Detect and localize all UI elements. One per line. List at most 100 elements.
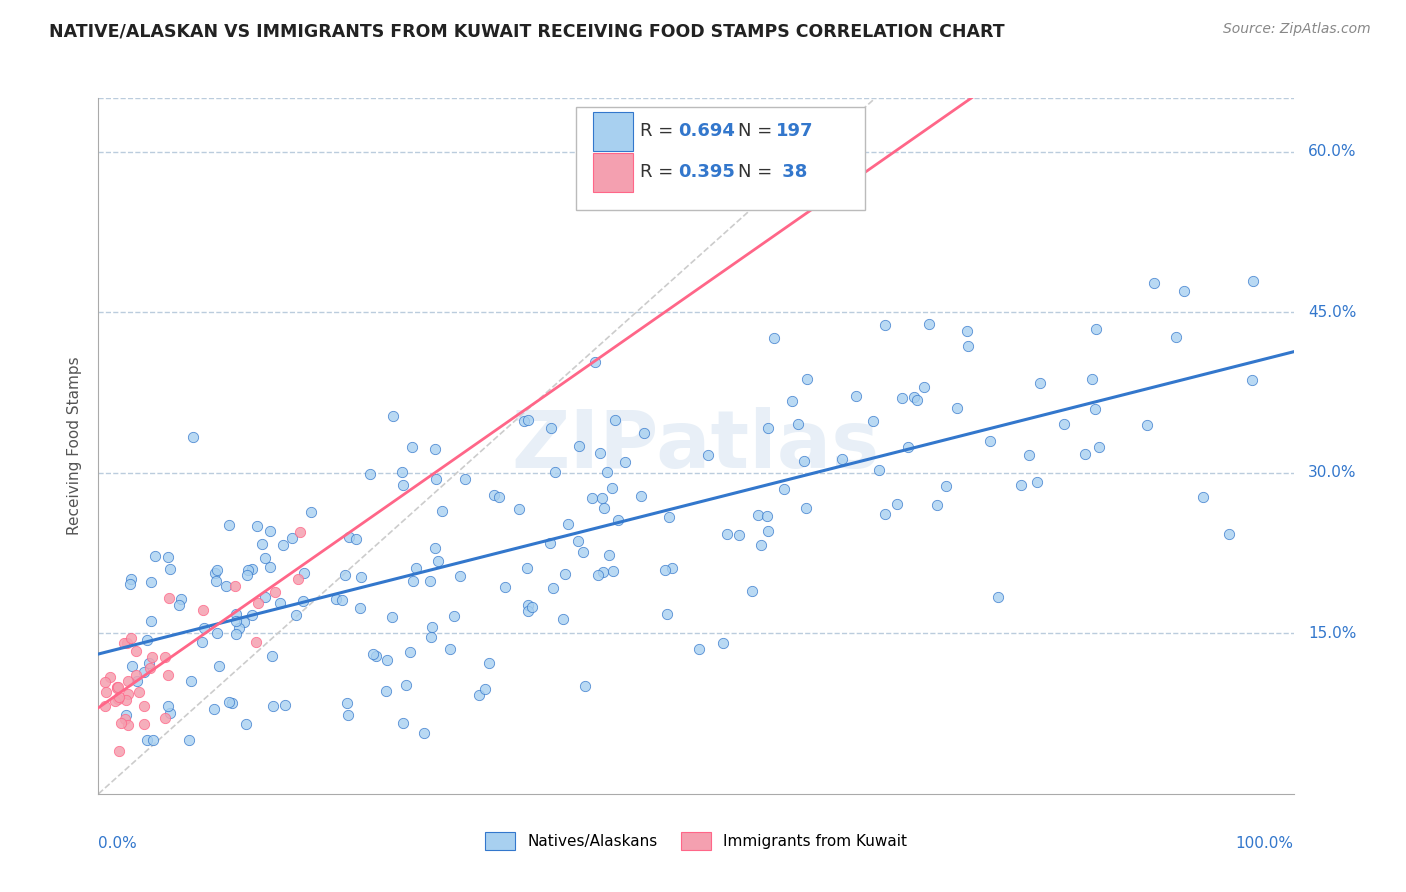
Point [423, 541, 446, 555]
Text: NATIVE/ALASKAN VS IMMIGRANTS FROM KUWAIT RECEIVING FOOD STAMPS CORRELATION CHART: NATIVE/ALASKAN VS IMMIGRANTS FROM KUWAIT… [49, 22, 1005, 40]
Point [654, 564, 676, 578]
Point [1218, 527, 1240, 541]
Point [108, 690, 131, 704]
Point [568, 439, 591, 453]
Point [405, 561, 427, 575]
Point [262, 648, 284, 663]
Point [169, 591, 191, 606]
Point [945, 401, 967, 416]
Point [1010, 478, 1032, 492]
Point [350, 570, 373, 584]
Point [554, 566, 576, 581]
Point [374, 683, 396, 698]
Point [925, 498, 948, 512]
Point [395, 678, 418, 692]
Text: 45.0%: 45.0% [1308, 305, 1357, 319]
Text: 0.0%: 0.0% [98, 836, 138, 851]
Point [655, 607, 678, 622]
Point [193, 621, 215, 635]
Point [382, 409, 405, 423]
Point [614, 455, 637, 469]
Point [259, 524, 281, 539]
Point [1192, 490, 1215, 504]
Point [787, 417, 810, 431]
Point [94, 699, 117, 714]
Point [756, 524, 779, 538]
Point [716, 527, 738, 541]
Point [202, 701, 225, 715]
Point [956, 324, 979, 338]
Point [516, 412, 538, 426]
Text: 30.0%: 30.0% [1308, 466, 1357, 480]
Point [605, 413, 627, 427]
Point [125, 668, 148, 682]
Point [557, 516, 579, 531]
Point [862, 414, 884, 428]
Point [117, 635, 139, 649]
Point [240, 607, 263, 622]
Point [139, 661, 162, 675]
Point [1074, 447, 1097, 461]
Point [105, 681, 128, 695]
Point [207, 563, 229, 577]
Point [661, 561, 683, 575]
Point [897, 440, 920, 454]
Point [574, 679, 596, 693]
Point [401, 440, 423, 454]
Point [1084, 401, 1107, 416]
Point [271, 538, 294, 552]
Text: ZIPatlas: ZIPatlas [512, 407, 880, 485]
Point [425, 471, 447, 485]
Point [903, 390, 925, 404]
Point [516, 598, 538, 612]
Point [117, 718, 139, 732]
Point [253, 551, 276, 566]
Point [592, 566, 614, 580]
Point [728, 528, 751, 542]
Point [494, 580, 516, 594]
Point [1081, 372, 1104, 386]
Point [478, 657, 501, 671]
Point [583, 355, 606, 369]
Point [443, 609, 465, 624]
Point [439, 642, 461, 657]
Point [918, 318, 941, 332]
Point [259, 560, 281, 574]
Point [337, 530, 360, 544]
Point [658, 510, 681, 524]
Point [247, 596, 270, 610]
Point [205, 625, 228, 640]
Point [474, 682, 496, 697]
Point [250, 537, 273, 551]
Point [794, 501, 817, 516]
Point [98, 670, 121, 684]
Point [139, 574, 162, 589]
Point [520, 599, 543, 614]
Point [630, 489, 652, 503]
Point [114, 707, 136, 722]
Point [292, 594, 315, 608]
Point [118, 577, 141, 591]
Point [141, 650, 163, 665]
Point [1166, 330, 1188, 344]
Point [688, 641, 710, 656]
Point [1018, 448, 1040, 462]
Point [114, 712, 136, 726]
Point [567, 533, 589, 548]
Text: Source: ZipAtlas.com: Source: ZipAtlas.com [1223, 22, 1371, 37]
Text: 60.0%: 60.0% [1308, 145, 1357, 159]
Point [104, 694, 127, 708]
Point [891, 392, 914, 406]
Point [589, 445, 612, 459]
Point [845, 389, 868, 403]
Text: 100.0%: 100.0% [1236, 836, 1294, 851]
Point [553, 612, 575, 626]
Text: N =: N = [738, 122, 778, 140]
Point [392, 478, 415, 492]
Point [262, 699, 284, 714]
Point [120, 631, 142, 645]
Point [793, 454, 815, 468]
Point [762, 331, 785, 345]
Point [402, 574, 425, 588]
Point [114, 636, 136, 650]
